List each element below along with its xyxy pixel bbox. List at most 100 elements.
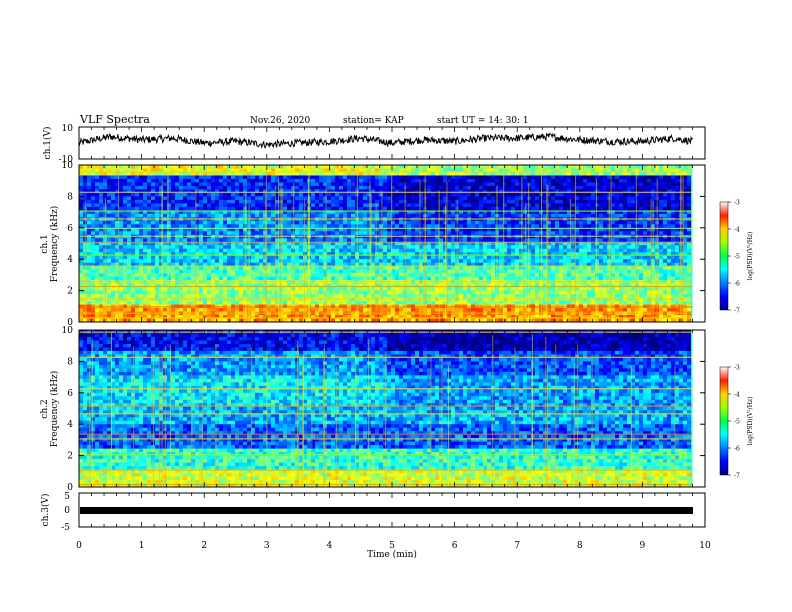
spectrogram-cell <box>163 199 167 204</box>
spectrogram-cell <box>635 196 639 201</box>
spectrogram-cell <box>319 238 323 243</box>
spectrogram-cell <box>399 213 403 218</box>
spectrogram-cell <box>339 231 343 236</box>
spectrogram-cell <box>383 276 387 281</box>
spectrogram-cell <box>131 231 135 236</box>
spectrogram-cell <box>379 171 383 176</box>
spectrogram-cell <box>239 259 243 264</box>
spectrogram-cell <box>275 199 279 204</box>
spectrogram-cell <box>407 175 411 180</box>
spectrogram-cell <box>183 168 187 173</box>
spectrogram-cell <box>503 178 507 183</box>
spectrogram-cell <box>347 189 351 194</box>
spectrogram-cell <box>291 273 295 278</box>
spectrogram-cell <box>675 245 679 250</box>
spectrogram-cell <box>451 171 455 176</box>
spectrogram-cell <box>459 199 463 204</box>
spectrogram-cell <box>503 199 507 204</box>
spectrogram-cell <box>235 231 239 236</box>
spectrogram-cell <box>639 165 643 169</box>
spectrogram-cell <box>259 196 263 201</box>
spectrogram-cell <box>327 175 331 180</box>
spectrogram-cell <box>599 210 603 215</box>
spectrogram-cell <box>519 199 523 204</box>
spectrogram-cell <box>331 182 335 187</box>
spectrogram-cell <box>651 171 655 176</box>
spectrogram-cell <box>543 189 547 194</box>
spectrogram-cell <box>675 220 679 225</box>
spectrogram-cell <box>179 238 183 243</box>
spectrogram-cell <box>259 224 263 229</box>
spectrogram-cell <box>447 245 451 250</box>
spectrogram-cell <box>331 196 335 201</box>
spectrogram-cell <box>123 199 127 204</box>
spectrogram-cell <box>203 273 207 278</box>
spectrogram-cell <box>651 192 655 197</box>
spectrogram-cell <box>95 248 99 253</box>
spectrogram-cell <box>267 182 271 187</box>
spectrogram-cell <box>99 255 103 260</box>
spectrogram-cell <box>623 175 627 180</box>
spectrogram-cell <box>399 238 403 243</box>
spectrogram-cell <box>555 266 559 271</box>
spectrogram-cell <box>359 220 363 225</box>
spectrogram-cell <box>347 245 351 250</box>
spectrogram-cell <box>131 238 135 243</box>
spectrogram-cell <box>615 248 619 253</box>
spectrogram-cell <box>479 273 483 278</box>
spectrogram-cell <box>351 238 355 243</box>
spectrogram-cell <box>595 259 599 264</box>
spectrogram-cell <box>435 178 439 183</box>
spectrogram-cell <box>415 245 419 250</box>
spectrogram-cell <box>507 259 511 264</box>
spectrogram-cell <box>271 266 275 271</box>
spectrogram-cell <box>367 168 371 173</box>
spectrogram-cell <box>491 255 495 260</box>
spectrogram-cell <box>607 185 611 190</box>
spectrogram-cell <box>319 273 323 278</box>
spectrogram-cell <box>79 178 83 183</box>
spectrogram-cell <box>675 213 679 218</box>
spectrogram-cell <box>451 210 455 215</box>
spectrogram-cell <box>267 248 271 253</box>
spectrogram-cell <box>295 199 299 204</box>
spectrogram-cell <box>503 192 507 197</box>
spectrogram-cell <box>351 182 355 187</box>
spectrogram-cell <box>459 220 463 225</box>
spectrogram-cell <box>635 206 639 211</box>
spectrogram-cell <box>379 165 383 169</box>
spectrogram-cell <box>555 259 559 264</box>
spectrogram-cell <box>267 213 271 218</box>
spectrogram-cell <box>643 196 647 201</box>
spectrogram-cell <box>323 175 327 180</box>
spectrogram-cell <box>471 182 475 187</box>
spectrogram-cell <box>367 178 371 183</box>
spectrogram-cell <box>171 206 175 211</box>
spectrogram-cell <box>135 210 139 215</box>
spectrogram-cell <box>495 175 499 180</box>
spectrogram-cell <box>431 203 435 208</box>
spectrogram-cell <box>571 178 575 183</box>
spectrogram-cell <box>231 276 235 281</box>
spectrogram-cell <box>139 171 143 176</box>
spectrogram-cell <box>363 165 367 169</box>
spectrogram-cell <box>447 266 451 271</box>
spectrogram-cell <box>687 189 691 194</box>
spectrogram-cell <box>363 203 367 208</box>
spectrogram-cell <box>391 213 395 218</box>
spectrogram-cell <box>359 238 363 243</box>
spectrogram-cell <box>111 175 115 180</box>
spectrogram-cell <box>399 171 403 176</box>
spectrogram-cell <box>351 168 355 173</box>
spectrogram-cell <box>599 185 603 190</box>
spectrogram-cell <box>579 168 583 173</box>
spectrogram-cell <box>379 168 383 173</box>
spectrogram-cell <box>583 203 587 208</box>
spectrogram-cell <box>375 189 379 194</box>
spectrogram-cell <box>255 224 259 229</box>
spectrogram-cell <box>591 178 595 183</box>
spectrogram-cell <box>159 175 163 180</box>
spectrogram-cell <box>115 192 119 197</box>
spectrogram-cell <box>523 189 527 194</box>
spectrogram-cell <box>243 199 247 204</box>
